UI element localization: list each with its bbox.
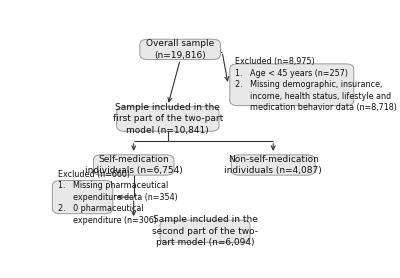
FancyBboxPatch shape	[140, 39, 220, 59]
FancyBboxPatch shape	[160, 220, 250, 243]
Text: Sample included in the
second part of the two-
part model (n=6,094): Sample included in the second part of th…	[152, 215, 258, 247]
Text: Excluded (n=8,975)
1.   Age < 45 years (n=257)
2.   Missing demographic, insuran: Excluded (n=8,975) 1. Age < 45 years (n=…	[235, 57, 397, 112]
FancyBboxPatch shape	[231, 155, 315, 175]
FancyBboxPatch shape	[117, 107, 219, 131]
Text: Self-medication
individuals (n=6,754): Self-medication individuals (n=6,754)	[85, 155, 182, 175]
FancyBboxPatch shape	[52, 180, 113, 214]
FancyBboxPatch shape	[230, 64, 354, 106]
Text: Overall sample
(n=19,816): Overall sample (n=19,816)	[146, 39, 214, 60]
FancyBboxPatch shape	[94, 155, 174, 175]
Text: Sample included in the
first part of the two-part
model (n=10,841): Sample included in the first part of the…	[113, 103, 223, 135]
Text: Non-self-medication
individuals (n=4,087): Non-self-medication individuals (n=4,087…	[224, 155, 322, 175]
Text: Excluded (n=660)
1.   Missing pharmaceutical
      expenditure data (n=354)
2.  : Excluded (n=660) 1. Missing pharmaceutic…	[58, 170, 178, 225]
